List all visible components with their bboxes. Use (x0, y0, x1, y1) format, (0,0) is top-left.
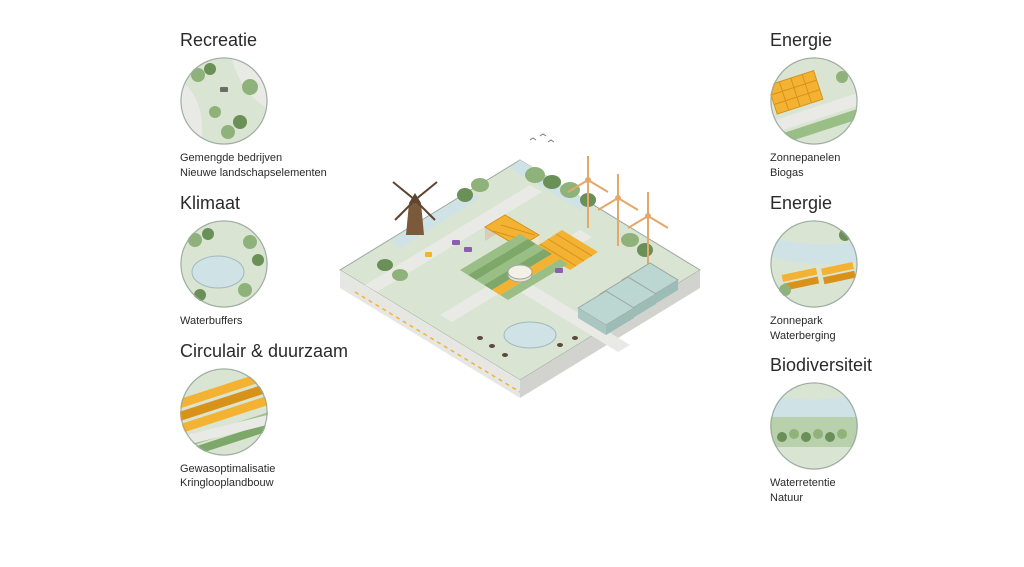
thumb-recreatie (180, 57, 268, 145)
subline: Natuur (770, 491, 1000, 506)
subline: Waterberging (770, 329, 1000, 344)
item-title: Recreatie (180, 30, 410, 51)
item-sublines: Zonnepanelen Biogas (770, 151, 1000, 181)
thumb-klimaat (180, 220, 268, 308)
thumb-energie2 (770, 220, 858, 308)
item-energie1: Energie Zonnepanelen (770, 30, 1000, 181)
item-sublines: Waterretentie Natuur (770, 476, 1000, 506)
item-title: Energie (770, 30, 1000, 51)
subline: Kringlooplandbouw (180, 476, 410, 491)
subline: Zonnepark (770, 314, 1000, 329)
item-sublines: Zonnepark Waterberging (770, 314, 1000, 344)
thumb-energie1 (770, 57, 858, 145)
item-biodiversiteit: Biodiversiteit Waterrete (770, 355, 1000, 506)
subline: Waterretentie (770, 476, 1000, 491)
birds (530, 134, 554, 142)
thumb-circulair (180, 368, 268, 456)
pond (504, 322, 556, 348)
subline: Biogas (770, 166, 1000, 181)
subline: Zonnepanelen (770, 151, 1000, 166)
item-energie2: Energie Zonnepark (770, 193, 1000, 344)
subline: Gewasoptimalisatie (180, 462, 410, 477)
item-title: Energie (770, 193, 1000, 214)
round-building (508, 265, 532, 282)
item-sublines: Gewasoptimalisatie Kringlooplandbouw (180, 462, 410, 492)
center-isometric-scene (330, 120, 710, 440)
right-column: Energie Zonnepanelen (770, 30, 1000, 506)
thumb-biodiversiteit (770, 382, 858, 470)
item-title: Biodiversiteit (770, 355, 1000, 376)
